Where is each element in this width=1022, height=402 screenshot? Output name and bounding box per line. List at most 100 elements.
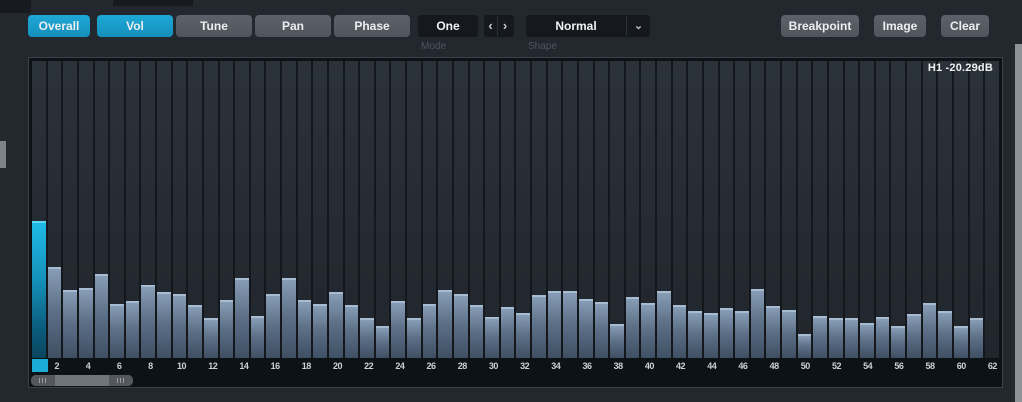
harmonic-slot-30[interactable] [485, 61, 501, 358]
harmonic-bar-54[interactable] [860, 323, 874, 358]
harmonic-slot-59[interactable] [938, 61, 954, 358]
tab-pan[interactable]: Pan [255, 15, 331, 37]
harmonic-slot-24[interactable] [391, 61, 407, 358]
harmonic-bar-5[interactable] [94, 274, 109, 358]
harmonic-slot-25[interactable] [407, 61, 423, 358]
harmonic-slot-1[interactable] [32, 61, 48, 358]
breakpoint-button[interactable]: Breakpoint [781, 15, 859, 37]
harmonic-slot-57[interactable] [907, 61, 923, 358]
harmonic-slot-3[interactable] [63, 61, 79, 358]
harmonic-bar-49[interactable] [782, 310, 796, 358]
harmonic-slot-18[interactable] [297, 61, 314, 358]
harmonic-bar-61[interactable] [969, 318, 984, 358]
harmonic-slot-48[interactable] [766, 61, 782, 358]
harmonic-bar-44[interactable] [703, 313, 718, 358]
tab-phase[interactable]: Phase [334, 15, 410, 37]
harmonic-bar-36[interactable] [578, 299, 593, 358]
harmonic-slot-38[interactable] [610, 61, 626, 358]
harmonic-bar-41[interactable] [657, 291, 671, 358]
harmonic-slot-5[interactable] [94, 61, 111, 358]
harmonic-bar-15[interactable] [250, 316, 265, 358]
harmonic-bar-45[interactable] [719, 308, 734, 358]
harmonic-bar-60[interactable] [953, 326, 968, 358]
harmonic-bar-7[interactable] [125, 301, 140, 358]
harmonic-bar-24[interactable] [391, 301, 405, 358]
harmonic-bar-47[interactable] [750, 289, 765, 358]
selected-harmonic-marker[interactable] [32, 359, 48, 372]
harmonic-slot-50[interactable] [797, 61, 814, 358]
harmonic-bar-29[interactable] [469, 305, 484, 358]
harmonic-slot-22[interactable] [360, 61, 376, 358]
host-scrollbar-strip[interactable] [1015, 44, 1022, 402]
harmonic-slot-55[interactable] [875, 61, 892, 358]
harmonic-bar-16[interactable] [266, 294, 280, 358]
harmonic-bar-23[interactable] [375, 326, 390, 358]
harmonic-bar-3[interactable] [63, 290, 77, 358]
shape-select[interactable]: Normal ⌄ [526, 15, 650, 37]
harmonic-bar-1[interactable] [32, 220, 46, 358]
harmonic-slot-12[interactable] [203, 61, 220, 358]
harmonic-slot-43[interactable] [688, 61, 704, 358]
harmonic-bar-19[interactable] [313, 304, 327, 358]
tab-vol[interactable]: Vol [97, 15, 173, 37]
harmonic-bar-18[interactable] [297, 300, 312, 358]
harmonic-bar-22[interactable] [360, 318, 374, 358]
mode-next-icon[interactable]: › [502, 18, 508, 33]
harmonic-slot-27[interactable] [438, 61, 454, 358]
harmonic-bar-10[interactable] [172, 294, 187, 358]
zoom-handle-left-icon[interactable] [31, 375, 55, 386]
zoom-handle-right-icon[interactable] [109, 375, 133, 386]
harmonic-slot-52[interactable] [828, 61, 845, 358]
harmonic-bar-27[interactable] [438, 290, 452, 358]
harmonic-bar-9[interactable] [157, 292, 171, 358]
harmonic-bar-25[interactable] [407, 318, 421, 358]
harmonic-slot-10[interactable] [172, 61, 189, 358]
harmonic-slot-42[interactable] [672, 61, 689, 358]
harmonic-slot-47[interactable] [750, 61, 767, 358]
harmonic-slot-36[interactable] [578, 61, 595, 358]
harmonic-slot-58[interactable] [922, 61, 939, 358]
harmonic-bar-38[interactable] [610, 324, 624, 358]
harmonic-bar-59[interactable] [938, 311, 952, 358]
harmonic-slot-26[interactable] [422, 61, 439, 358]
zoom-scrollbar[interactable] [31, 375, 133, 386]
harmonic-bar-43[interactable] [688, 311, 702, 358]
harmonic-bar-58[interactable] [922, 303, 937, 358]
harmonic-bar-51[interactable] [813, 316, 827, 358]
harmonic-bar-39[interactable] [625, 297, 640, 358]
chevron-down-icon[interactable]: ⌄ [626, 16, 650, 36]
harmonic-bar-52[interactable] [828, 318, 843, 358]
harmonic-slot-53[interactable] [844, 61, 861, 358]
harmonic-bar-40[interactable] [641, 303, 655, 358]
harmonic-bar-17[interactable] [282, 278, 296, 358]
harmonic-slot-32[interactable] [516, 61, 532, 358]
harmonic-bar-46[interactable] [735, 311, 749, 358]
harmonic-bar-6[interactable] [110, 304, 124, 358]
harmonic-bar-53[interactable] [844, 318, 859, 358]
harmonic-slot-35[interactable] [563, 61, 579, 358]
harmonic-bar-21[interactable] [344, 305, 359, 358]
harmonic-slot-46[interactable] [735, 61, 751, 358]
harmonic-slot-28[interactable] [453, 61, 470, 358]
harmonic-slot-34[interactable] [547, 61, 564, 358]
harmonic-slot-41[interactable] [657, 61, 673, 358]
harmonic-slot-9[interactable] [157, 61, 173, 358]
harmonic-slot-33[interactable] [532, 61, 548, 358]
harmonic-slot-37[interactable] [594, 61, 611, 358]
harmonic-bar-28[interactable] [453, 294, 468, 358]
harmonic-bar-32[interactable] [516, 313, 530, 358]
harmonic-slot-4[interactable] [78, 61, 95, 358]
harmonic-bar-31[interactable] [500, 307, 515, 358]
harmonic-slot-49[interactable] [782, 61, 798, 358]
harmonic-bar-35[interactable] [563, 291, 577, 358]
harmonic-slot-54[interactable] [860, 61, 876, 358]
harmonic-bar-2[interactable] [47, 267, 62, 358]
harmonic-bar-12[interactable] [203, 318, 218, 358]
harmonic-slot-8[interactable] [141, 61, 157, 358]
harmonic-bar-8[interactable] [141, 285, 155, 358]
harmonic-bar-50[interactable] [797, 333, 812, 358]
harmonic-bar-4[interactable] [78, 288, 93, 358]
harmonic-slot-45[interactable] [719, 61, 736, 358]
harmonic-slot-39[interactable] [625, 61, 642, 358]
harmonic-slot-44[interactable] [703, 61, 720, 358]
